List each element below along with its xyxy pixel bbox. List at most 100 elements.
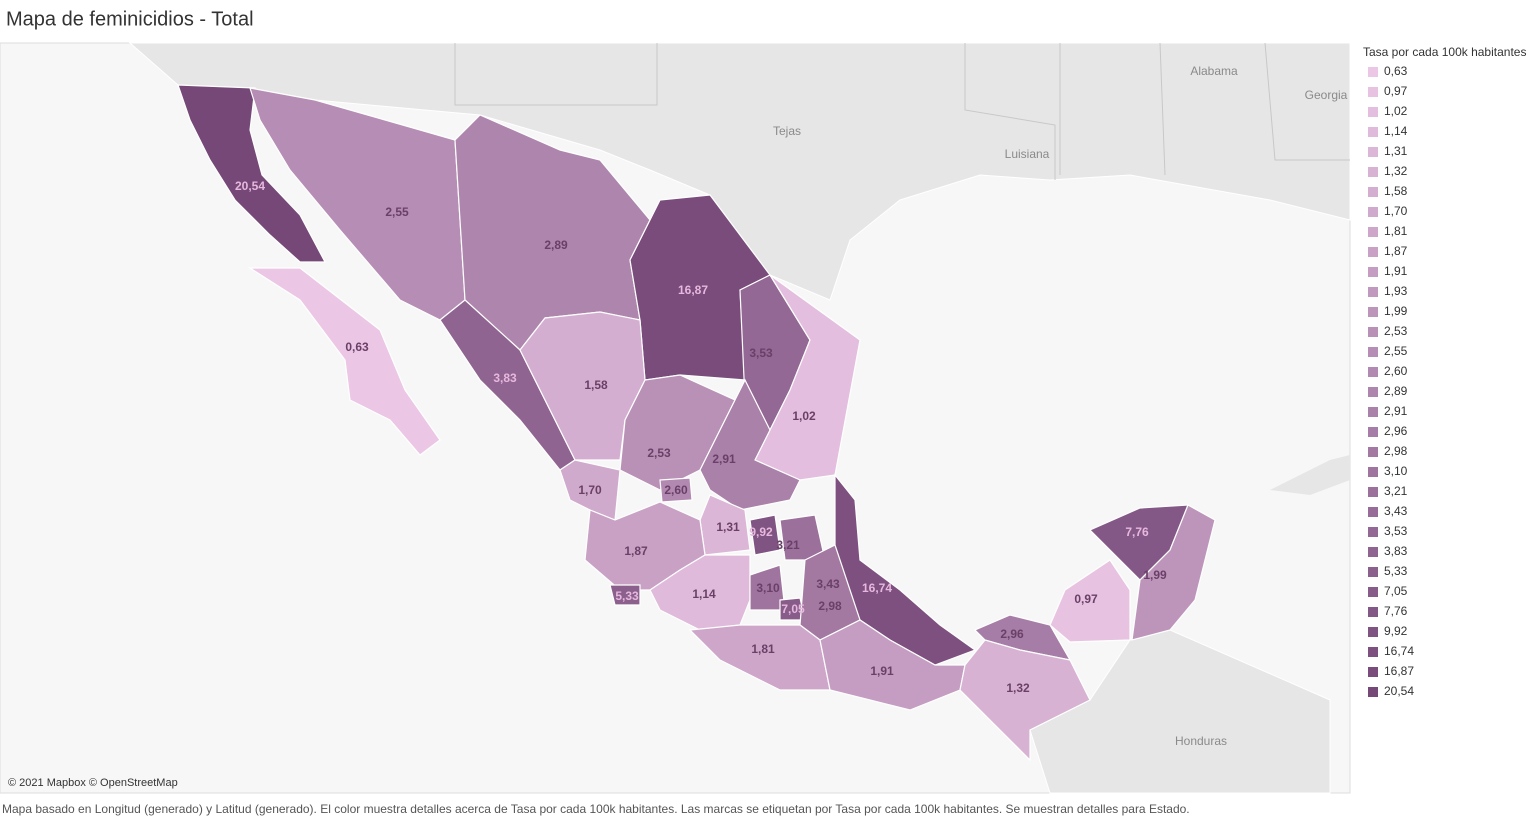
- legend-label: 3,53: [1384, 524, 1408, 538]
- island: [1270, 455, 1350, 495]
- legend-swatch: [1368, 487, 1378, 497]
- legend-swatch: [1368, 267, 1378, 277]
- state-label: 2,91: [712, 452, 736, 466]
- legend-label: 16,87: [1384, 664, 1414, 678]
- legend-label: 3,10: [1384, 464, 1408, 478]
- state-label: 3,43: [816, 577, 840, 591]
- state-label: 7,76: [1125, 525, 1149, 539]
- state: [749, 514, 781, 556]
- legend-swatch: [1368, 127, 1378, 137]
- state-label: 2,55: [385, 205, 409, 219]
- legend-swatch: [1368, 527, 1378, 537]
- state-label: 1,58: [584, 378, 608, 392]
- state: [1131, 504, 1216, 641]
- state-label: 16,74: [862, 581, 892, 595]
- state-label: 1,99: [1143, 568, 1167, 582]
- state-label: 20,54: [235, 179, 265, 193]
- legend-label: 1,99: [1384, 304, 1408, 318]
- state: [959, 639, 1091, 762]
- legend-swatch: [1368, 227, 1378, 237]
- legend-swatch: [1368, 187, 1378, 197]
- legend-swatch: [1368, 307, 1378, 317]
- legend-label: 1,31: [1384, 144, 1408, 158]
- legend-label: 2,60: [1384, 364, 1408, 378]
- legend: 0,63 0,97 1,02 1,14 1,31 1,32 1,58 1,70 1,81 1,87…: [1368, 64, 1414, 698]
- legend-swatch: [1368, 67, 1378, 77]
- state-label: 9,92: [749, 525, 773, 539]
- legend-swatch: [1368, 627, 1378, 637]
- legend-label: 3,43: [1384, 504, 1408, 518]
- state: [659, 477, 693, 503]
- place-label: Tejas: [773, 124, 801, 138]
- place-label: Georgia: [1305, 88, 1348, 102]
- legend-swatch: [1368, 147, 1378, 157]
- legend-swatch: [1368, 667, 1378, 677]
- state-label: 1,14: [692, 587, 716, 601]
- state: [247, 267, 441, 456]
- regions: 20,54 2,55 2,89 16,87 3,53 0,63 3,83 1,02 1,58 2,…: [177, 84, 1216, 762]
- place-label: Alabama: [1190, 64, 1238, 78]
- legend-label: 1,81: [1384, 224, 1408, 238]
- legend-label: 9,92: [1384, 624, 1408, 638]
- legend-swatch: [1368, 587, 1378, 597]
- legend-label: 1,58: [1384, 184, 1408, 198]
- legend-swatch: [1368, 247, 1378, 257]
- legend-label: 2,55: [1384, 344, 1408, 358]
- legend-label: 1,87: [1384, 244, 1408, 258]
- legend-label: 1,93: [1384, 284, 1408, 298]
- state-label: 1,81: [751, 642, 775, 656]
- legend-swatch: [1368, 647, 1378, 657]
- legend-title: Tasa por cada 100k habitantes: [1363, 45, 1526, 59]
- state-label: 0,97: [1074, 592, 1098, 606]
- legend-swatch: [1368, 687, 1378, 697]
- caption: Mapa basado en Longitud (generado) y Lat…: [2, 802, 1190, 816]
- place-label: Honduras: [1175, 734, 1227, 748]
- legend-label: 2,96: [1384, 424, 1408, 438]
- legend-label: 7,76: [1384, 604, 1408, 618]
- state-label: 3,83: [493, 371, 517, 385]
- legend-label: 1,32: [1384, 164, 1408, 178]
- state-label: 5,33: [615, 589, 639, 603]
- state-label: 2,60: [664, 483, 688, 497]
- legend-swatch: [1368, 347, 1378, 357]
- legend-swatch: [1368, 447, 1378, 457]
- legend-label: 7,05: [1384, 584, 1408, 598]
- region-labels: 20,54 2,55 2,89 16,87 3,53 0,63 3,83 1,02 1,58 2,…: [235, 179, 1167, 695]
- legend-label: 3,21: [1384, 484, 1408, 498]
- map: 20,54 2,55 2,89 16,87 3,53 0,63 3,83 1,02 1,58 2,…: [0, 42, 1351, 794]
- state-label: 16,87: [678, 283, 708, 297]
- state-label: 3,10: [756, 581, 780, 595]
- legend-swatch: [1368, 567, 1378, 577]
- legend-swatch: [1368, 87, 1378, 97]
- legend-swatch: [1368, 507, 1378, 517]
- state: [1049, 559, 1131, 643]
- state-label: 1,32: [1006, 681, 1030, 695]
- legend-label: 1,14: [1384, 124, 1408, 138]
- state: [177, 84, 326, 263]
- legend-swatch: [1368, 207, 1378, 217]
- state-label: 1,87: [624, 544, 648, 558]
- legend-label: 2,91: [1384, 404, 1408, 418]
- legend-label: 5,33: [1384, 564, 1408, 578]
- state: [609, 584, 641, 606]
- legend-swatch: [1368, 167, 1378, 177]
- state-label: 1,02: [792, 409, 816, 423]
- legend-swatch: [1368, 607, 1378, 617]
- legend-swatch: [1368, 367, 1378, 377]
- place-label: Luisiana: [1005, 147, 1050, 161]
- legend-label: 20,54: [1384, 684, 1414, 698]
- state-label: 7,05: [781, 602, 805, 616]
- legend-swatch: [1368, 427, 1378, 437]
- legend-swatch: [1368, 387, 1378, 397]
- legend-label: 2,53: [1384, 324, 1408, 338]
- state: [249, 87, 466, 321]
- state: [699, 378, 801, 511]
- state-label: 3,53: [749, 346, 773, 360]
- legend-swatch: [1368, 407, 1378, 417]
- state-label: 1,91: [870, 664, 894, 678]
- legend-label: 0,63: [1384, 64, 1408, 78]
- legend-swatch: [1368, 467, 1378, 477]
- state-label: 2,53: [647, 446, 671, 460]
- state-label: 3,21: [776, 538, 800, 552]
